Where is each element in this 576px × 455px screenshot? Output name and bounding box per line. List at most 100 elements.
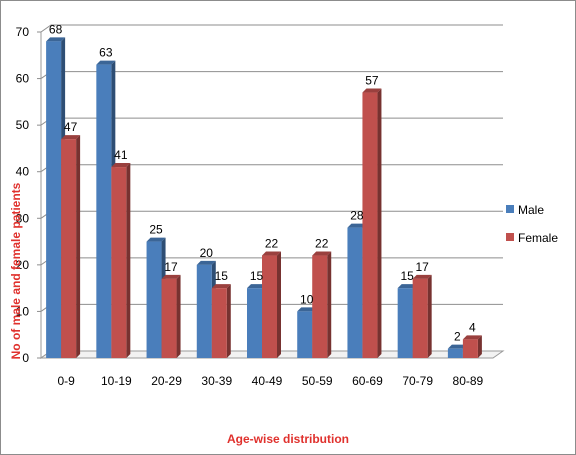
data-label-male-10-19: 63: [99, 46, 113, 60]
bar-female-0-9: [61, 135, 81, 358]
data-label-male-80-89: 2: [454, 330, 461, 344]
bar-female-20-29: [161, 274, 181, 358]
data-label-female-50-59: 22: [315, 237, 329, 251]
y-tick-label: 0: [22, 351, 29, 365]
bar-female-10-19: [111, 163, 131, 358]
legend-swatch: [506, 205, 514, 213]
bar-female-30-39: [211, 284, 231, 358]
bar-top: [447, 344, 467, 349]
bar-side: [477, 335, 482, 358]
x-tick-label: 80-89: [453, 374, 484, 388]
bar-female-50-59: [312, 251, 332, 358]
bar-front: [397, 288, 413, 358]
bar-front: [61, 139, 77, 358]
y-tick-label: 40: [16, 165, 30, 179]
bar-top: [397, 284, 417, 289]
bar-top: [111, 163, 131, 168]
bar-front: [96, 64, 112, 358]
bar-top: [412, 274, 432, 279]
bar-top: [347, 223, 367, 228]
data-label-male-60-69: 28: [350, 209, 364, 223]
bar-side: [176, 274, 181, 358]
x-tick-label: 30-39: [201, 374, 232, 388]
legend-label: Male: [518, 203, 544, 217]
x-tick-label: 10-19: [101, 374, 132, 388]
bar-front: [146, 241, 162, 358]
bar-front: [161, 278, 177, 358]
data-label-male-50-59: 10: [300, 292, 314, 306]
legend-item-male: Male: [506, 203, 544, 217]
y-tick-label: 60: [16, 72, 30, 86]
bar-top: [297, 307, 317, 312]
data-label-female-70-79: 17: [415, 260, 429, 274]
bar-top: [247, 284, 266, 289]
bar-side: [277, 251, 281, 358]
x-axis-title: Age-wise distribution: [227, 432, 349, 446]
x-tick-label: 70-79: [402, 374, 433, 388]
x-tick-label: 20-29: [151, 374, 182, 388]
x-tick-label: 0-9: [57, 374, 75, 388]
data-label-female-10-19: 41: [114, 148, 128, 162]
bar-top: [46, 37, 66, 42]
bar-top: [61, 135, 81, 140]
bar-female-60-69: [362, 88, 382, 359]
bar-top: [462, 335, 482, 340]
bar-top: [96, 60, 116, 65]
legend-item-female: Female: [506, 231, 558, 245]
data-label-male-40-49: 15: [250, 269, 264, 283]
bar-side: [377, 88, 382, 359]
bar-front: [312, 255, 328, 358]
bar-front: [362, 92, 378, 359]
bar-front: [412, 278, 428, 358]
data-label-male-30-39: 20: [200, 246, 214, 260]
bar-female-70-79: [412, 274, 432, 358]
bar-top: [146, 237, 166, 242]
bar-top: [312, 251, 332, 256]
data-label-female-0-9: 47: [64, 120, 78, 134]
legend: Male Female: [506, 203, 558, 245]
data-label-female-60-69: 57: [365, 74, 379, 88]
y-axis-ticks: 0 10 20 30 40 50 60 70: [16, 25, 41, 365]
legend-swatch: [506, 233, 514, 241]
bar-front: [262, 255, 277, 358]
bar-front: [111, 167, 127, 358]
y-tick-label: 20: [16, 258, 30, 272]
data-label-female-30-39: 15: [215, 269, 229, 283]
bar-side: [76, 135, 81, 358]
y-tick-label: 70: [16, 25, 30, 39]
data-label-female-40-49: 22: [265, 237, 279, 251]
bar-side: [226, 284, 231, 358]
bar-top: [211, 284, 231, 289]
x-axis-ticks: 0-9 10-19 20-29 30-39 40-49 50-59 60-69 70-79 80…: [57, 374, 483, 388]
bar-top: [161, 274, 181, 279]
data-label-male-70-79: 15: [400, 269, 414, 283]
bar-side: [427, 274, 432, 358]
bar-side: [126, 163, 131, 358]
gridline: [40, 24, 503, 33]
bar-front: [211, 288, 227, 358]
bar-front: [347, 227, 363, 358]
bar-front: [297, 311, 313, 358]
data-label-female-20-29: 17: [164, 260, 178, 274]
bar-top: [362, 88, 382, 93]
bar-front: [462, 339, 478, 358]
bar-front: [46, 41, 62, 359]
data-label-male-20-29: 25: [149, 223, 163, 237]
bar-female-40-49: [262, 251, 281, 358]
bar-front: [196, 264, 212, 358]
bar-female-80-89: [462, 335, 482, 358]
y-tick-label: 30: [16, 211, 30, 225]
bar-side: [327, 251, 332, 358]
legend-label: Female: [518, 231, 558, 245]
x-tick-label: 40-49: [252, 374, 283, 388]
bar-front: [447, 348, 463, 358]
bars: [46, 37, 482, 359]
y-tick-label: 10: [16, 304, 30, 318]
x-tick-label: 60-69: [352, 374, 383, 388]
bar-front: [247, 288, 262, 358]
y-axis-title: No of male and female patients: [9, 182, 23, 359]
bar-top: [196, 260, 216, 265]
